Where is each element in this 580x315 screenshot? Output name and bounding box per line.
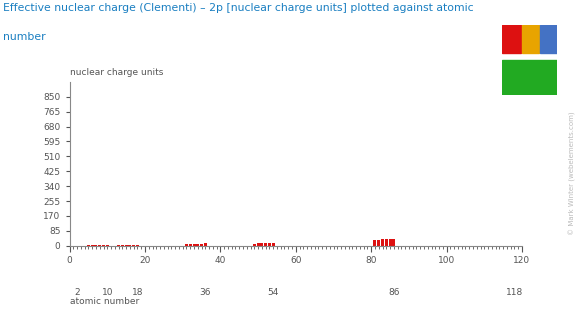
Bar <box>381 239 384 246</box>
Bar <box>185 244 188 246</box>
Bar <box>385 239 388 246</box>
Bar <box>90 245 94 246</box>
Bar <box>253 243 256 246</box>
Bar <box>132 245 135 246</box>
Bar <box>102 245 105 246</box>
Text: number: number <box>3 32 45 42</box>
Bar <box>95 245 97 246</box>
Bar <box>392 239 396 246</box>
Bar <box>200 243 203 246</box>
Bar <box>98 245 102 246</box>
Bar <box>502 60 557 94</box>
Text: © Mark Winter (webelements.com): © Mark Winter (webelements.com) <box>569 112 576 235</box>
Bar <box>389 239 392 246</box>
Bar <box>502 25 521 53</box>
Bar <box>268 243 271 246</box>
Bar <box>193 244 195 246</box>
Text: Effective nuclear charge (Clementi) – 2p [nuclear charge units] plotted against : Effective nuclear charge (Clementi) – 2p… <box>3 3 473 13</box>
Text: atomic number: atomic number <box>70 296 139 306</box>
Bar <box>204 243 207 246</box>
Bar <box>541 25 557 53</box>
Bar <box>188 244 192 246</box>
Bar <box>374 240 376 246</box>
Bar <box>117 245 120 246</box>
Bar <box>264 243 267 246</box>
Bar <box>87 245 90 246</box>
Bar <box>522 25 539 53</box>
Bar <box>128 245 132 246</box>
Bar <box>260 243 263 246</box>
Bar <box>271 243 275 246</box>
Bar <box>121 245 124 246</box>
Bar <box>106 245 109 246</box>
Bar <box>377 240 380 246</box>
Text: nuclear charge units: nuclear charge units <box>70 68 163 77</box>
Bar <box>256 243 260 246</box>
Bar <box>196 244 200 246</box>
Bar <box>125 245 128 246</box>
Bar <box>136 244 139 246</box>
